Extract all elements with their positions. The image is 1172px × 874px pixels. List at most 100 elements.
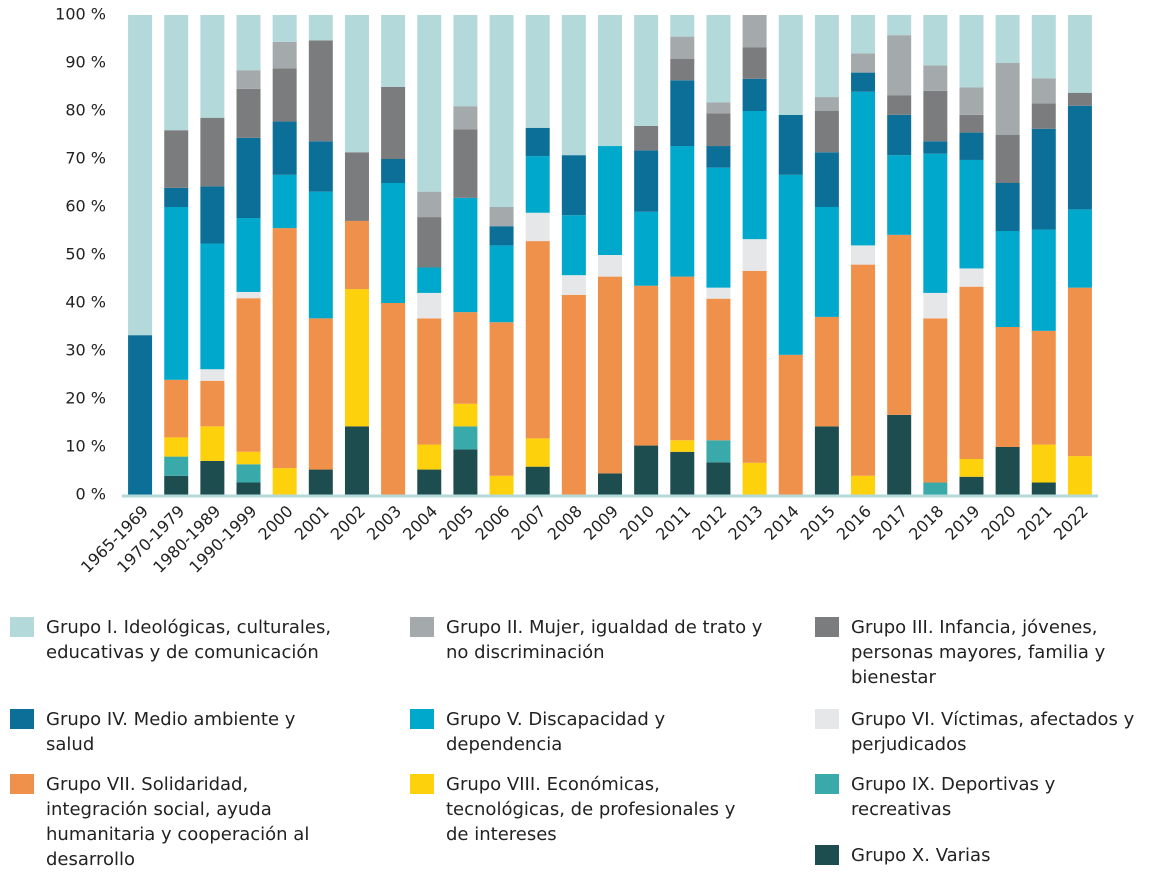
bar-segment [742, 111, 767, 240]
bar-segment [887, 234, 912, 415]
bar-segment [995, 447, 1020, 495]
bar-segment [995, 231, 1020, 327]
bar-segment [814, 111, 839, 153]
bar-segment [1067, 105, 1092, 210]
bar-segment [236, 15, 261, 71]
legend-item: Grupo IX. Deportivas y recreativas [815, 772, 1135, 822]
bar-segment [381, 183, 406, 303]
bar-segment [308, 40, 333, 142]
y-tick-label: 80 % [65, 101, 106, 120]
bar-segment [561, 294, 586, 495]
y-tick-label: 100 % [55, 5, 106, 24]
legend-swatch [410, 774, 434, 794]
legend-item: Grupo V. Discapacidad y dependencia [410, 707, 740, 757]
bar-segment [778, 15, 803, 115]
legend-item: Grupo X. Varias [815, 843, 1135, 868]
y-tick-label: 40 % [65, 293, 106, 312]
y-tick-label: 20 % [65, 389, 106, 408]
bar-segment [561, 275, 586, 295]
bar-segment [706, 167, 731, 288]
bar-segment [995, 183, 1020, 231]
bar-segment [959, 459, 984, 477]
y-tick-label: 90 % [65, 53, 106, 72]
bar-segment [995, 15, 1020, 63]
x-tick-label: 2018 [905, 502, 947, 544]
bar-segment [308, 15, 333, 41]
bar-segment [525, 438, 550, 467]
bar-segment [417, 15, 442, 192]
bar-segment [959, 114, 984, 133]
bar-segment [959, 476, 984, 495]
bar-segment [959, 286, 984, 459]
bar-segment [200, 369, 225, 381]
bar-segment [670, 58, 695, 81]
x-tick-label: 2003 [363, 502, 405, 544]
bar-segment [1031, 444, 1056, 483]
bar-segment [1067, 456, 1092, 495]
legend-swatch [410, 617, 434, 637]
bar-segment [525, 15, 550, 128]
bar-segment [706, 113, 731, 147]
bar-segment [995, 135, 1020, 183]
bar-segment [706, 440, 731, 463]
y-tick-label: 50 % [65, 245, 106, 264]
bar-segment [778, 174, 803, 355]
bar-segment [164, 187, 189, 207]
bar-segment [670, 80, 695, 147]
bar-segment [923, 90, 948, 142]
x-tick-label: 2004 [399, 502, 441, 544]
bar-segment [706, 298, 731, 441]
bar-segment [344, 289, 369, 427]
bar-segment [489, 226, 514, 246]
bar-segment [1067, 209, 1092, 288]
bar-segment [164, 379, 189, 438]
bar-segment [164, 456, 189, 476]
bar-segment [995, 327, 1020, 447]
bar-segment [272, 174, 297, 229]
bar-segment [308, 469, 333, 495]
legend-item: Grupo VIII. Económicas, tecnológicas, de… [410, 772, 750, 847]
bar-segment [200, 426, 225, 461]
bar-segment [1067, 15, 1092, 93]
y-tick-label: 10 % [65, 437, 106, 456]
bar-segment [814, 152, 839, 207]
bar-segment [489, 245, 514, 323]
bar-segment [128, 335, 153, 495]
bar-segment [598, 146, 622, 255]
bar-segment [1031, 103, 1056, 129]
bar-segment [308, 318, 333, 470]
bar-segment [236, 70, 261, 89]
bar-segment [887, 15, 912, 36]
bar-segment [887, 95, 912, 115]
bar-segment [1031, 330, 1056, 445]
x-tick-label: 2010 [616, 502, 658, 544]
bar-segment [959, 132, 984, 160]
bar-segment [561, 215, 586, 276]
bar-segment [489, 15, 514, 207]
bar-segment [814, 316, 839, 427]
x-tick-label: 2007 [507, 502, 549, 544]
bar-segment [525, 212, 550, 242]
bar-segment [489, 207, 514, 227]
bar-segment [887, 414, 912, 495]
bar-segment [236, 482, 261, 495]
legend-label: Grupo II. Mujer, igualdad de trato y no … [446, 617, 763, 663]
bar-segment [814, 15, 839, 98]
bar-segment [344, 220, 369, 290]
x-tick-label: 2021 [1014, 502, 1056, 544]
bar-segment [670, 146, 695, 277]
legend-label: Grupo III. Infancia, jóvenes, personas m… [851, 617, 1106, 688]
bar-segment [453, 15, 478, 107]
bar-segment [344, 152, 369, 221]
bar-segment [381, 159, 406, 183]
bar-segment [851, 91, 876, 246]
bar-segment [598, 276, 622, 474]
bar-segment [814, 97, 839, 111]
legend-item: Grupo VI. Víctimas, afectados y perjudic… [815, 707, 1165, 757]
bar-segment [742, 15, 767, 48]
bar-segment [1031, 15, 1056, 79]
x-tick-label: 2006 [471, 502, 513, 544]
bar-segment [851, 264, 876, 476]
x-tick-label: 2001 [291, 502, 333, 544]
bar-segment [308, 191, 333, 319]
